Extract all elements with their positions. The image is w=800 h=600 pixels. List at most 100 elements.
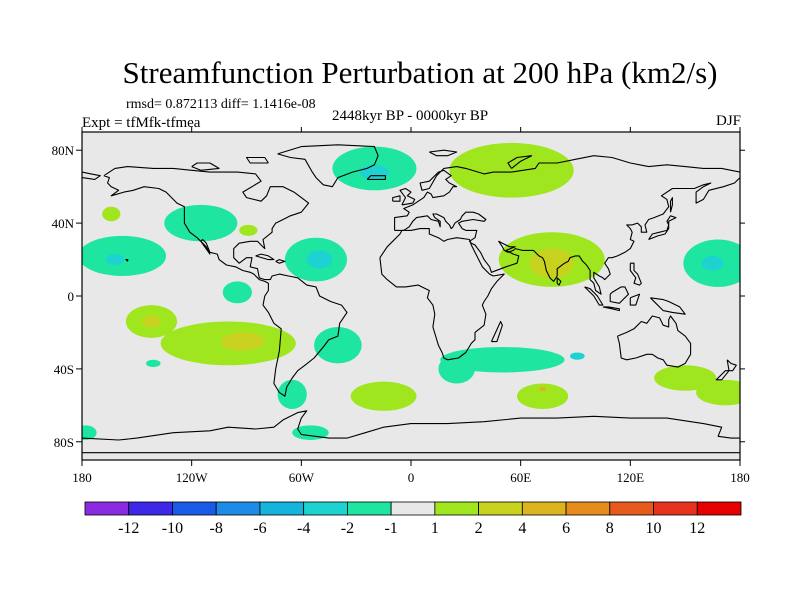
anomaly-tropical-pacific-core xyxy=(142,316,161,327)
colorbar-swatch xyxy=(303,501,348,516)
y-tick-label: 80S xyxy=(54,435,74,450)
anomaly-north-pacific-small xyxy=(102,206,121,222)
colorbar-label: -1 xyxy=(384,520,397,537)
anomaly-north-atlantic-core xyxy=(359,164,390,180)
x-tick-label: 120E xyxy=(617,470,645,485)
x-tick-label: 180 xyxy=(730,470,750,485)
colorbar-swatch xyxy=(696,501,742,516)
coastline-6 xyxy=(616,315,692,368)
coastline-11 xyxy=(366,175,386,180)
colorbar-swatch xyxy=(521,501,567,516)
colorbar-label: 1 xyxy=(431,520,439,537)
x-tick-label: 60E xyxy=(510,470,531,485)
colorbar-label: 6 xyxy=(562,520,570,537)
colorbar-swatch xyxy=(653,501,698,516)
anomaly-tasman xyxy=(696,379,740,406)
colorbar-label: 4 xyxy=(518,520,526,537)
y-tick-label: 40N xyxy=(52,216,75,231)
coastline-29 xyxy=(125,259,129,262)
colorbar-label: -10 xyxy=(162,520,183,537)
colorbar-swatch xyxy=(565,501,611,516)
anomaly-india-core xyxy=(529,248,574,278)
colorbar-swatch xyxy=(84,501,130,516)
colorbar-swatch xyxy=(259,501,305,516)
colorbar-label: -2 xyxy=(341,520,354,537)
stats-text: rmsd= 0.872113 diff= 1.1416e-08 xyxy=(126,97,316,112)
coastline-2 xyxy=(394,155,740,231)
anomaly-southern-ocean-dot xyxy=(538,386,547,392)
anomaly-indian-south xyxy=(517,383,569,409)
colorbar-swatch xyxy=(390,501,436,516)
anomaly-south-america-west xyxy=(222,281,252,304)
coastline-1 xyxy=(277,144,379,188)
colorbar-swatch xyxy=(478,501,523,516)
coastline-18 xyxy=(650,297,686,315)
coastline-24 xyxy=(245,156,269,164)
anomaly-layer xyxy=(82,142,740,440)
y-tick-label: 0 xyxy=(68,289,75,304)
anomaly-antarctic-atlantic xyxy=(82,425,97,440)
x-tick-label: 120W xyxy=(176,470,209,485)
anomaly-east-pacific xyxy=(82,235,167,276)
anomaly-north-pacific xyxy=(164,204,238,242)
colorbar-swatch xyxy=(434,501,480,516)
colorbar-label: 8 xyxy=(606,520,614,537)
x-tick-label: 60W xyxy=(289,470,315,485)
anomaly-south-america-tip xyxy=(277,379,307,409)
colorbar-swatch xyxy=(128,501,173,516)
coastline-21 xyxy=(715,359,737,381)
anomaly-south-atlantic xyxy=(314,326,362,364)
anomaly-west-pacific-core xyxy=(701,255,724,271)
coastline-20 xyxy=(556,277,562,286)
coastline-22 xyxy=(255,253,275,261)
y-tick-label: 80N xyxy=(52,143,75,158)
coastline-layer xyxy=(82,144,740,454)
coastline-9 xyxy=(399,187,416,206)
anomaly-caribbean xyxy=(239,224,258,236)
coastline-17 xyxy=(629,293,641,306)
colorbar-label: -12 xyxy=(118,520,139,537)
x-tick-label: 180 xyxy=(72,470,92,485)
coastline-5 xyxy=(379,228,505,361)
coastline-26 xyxy=(429,149,458,157)
coastline-19 xyxy=(629,262,642,286)
coastline-10 xyxy=(392,195,401,202)
coastline-12 xyxy=(648,215,677,241)
coastline-28 xyxy=(669,197,673,213)
y-axis-ticks: 80N 40N 0 40S 80S xyxy=(52,143,745,450)
coastline-0 xyxy=(103,166,348,397)
y-tick-label: 40S xyxy=(54,362,74,377)
anomaly-indian-ocean-west xyxy=(438,354,475,384)
colorbar-label: -6 xyxy=(253,520,266,537)
anomaly-central-atlantic-core xyxy=(306,250,333,269)
colorbar-swatch xyxy=(215,501,261,516)
coastline-25 xyxy=(191,162,220,171)
anomaly-atlantic-south xyxy=(350,381,417,411)
chart-title: Streamfunction Perturbation at 200 hPa (… xyxy=(123,55,718,90)
colorbar-label: 2 xyxy=(475,520,483,537)
x-axis-ticks: 180 120W 60W 0 60E 120E 180 xyxy=(72,127,750,485)
anomaly-east-pacific-core xyxy=(105,254,125,266)
coastline-4 xyxy=(394,177,740,295)
period-label: 2448kyr BP - 0000kyr BP xyxy=(332,108,488,124)
coastline-23 xyxy=(275,259,286,264)
anomaly-south-pacific-small xyxy=(145,359,161,368)
x-tick-label: 0 xyxy=(408,470,415,485)
colorbar-label: -4 xyxy=(297,520,310,537)
colorbar-swatch xyxy=(172,501,217,516)
colorbar: -12 -10 -8 -6 -4 -2 -1 1 2 4 6 8 10 12 xyxy=(84,501,742,537)
coastline-3 xyxy=(82,171,101,180)
coastline-27 xyxy=(507,155,533,169)
colorbar-label: 10 xyxy=(646,520,662,537)
anomaly-antarctic-pacific xyxy=(292,425,329,440)
anomaly-australia-south xyxy=(654,365,717,391)
experiment-label: Expt = tfMfk-tfmea xyxy=(82,115,201,131)
anomaly-eurasia-north xyxy=(449,142,574,198)
colorbar-swatch xyxy=(346,501,392,516)
colorbar-label: -8 xyxy=(210,520,223,537)
colorbar-swatch xyxy=(609,501,654,516)
anomaly-indian-ocean-core xyxy=(570,352,585,360)
coastline-13 xyxy=(490,320,503,343)
colorbar-label: 12 xyxy=(689,520,705,537)
map-background xyxy=(82,132,740,460)
